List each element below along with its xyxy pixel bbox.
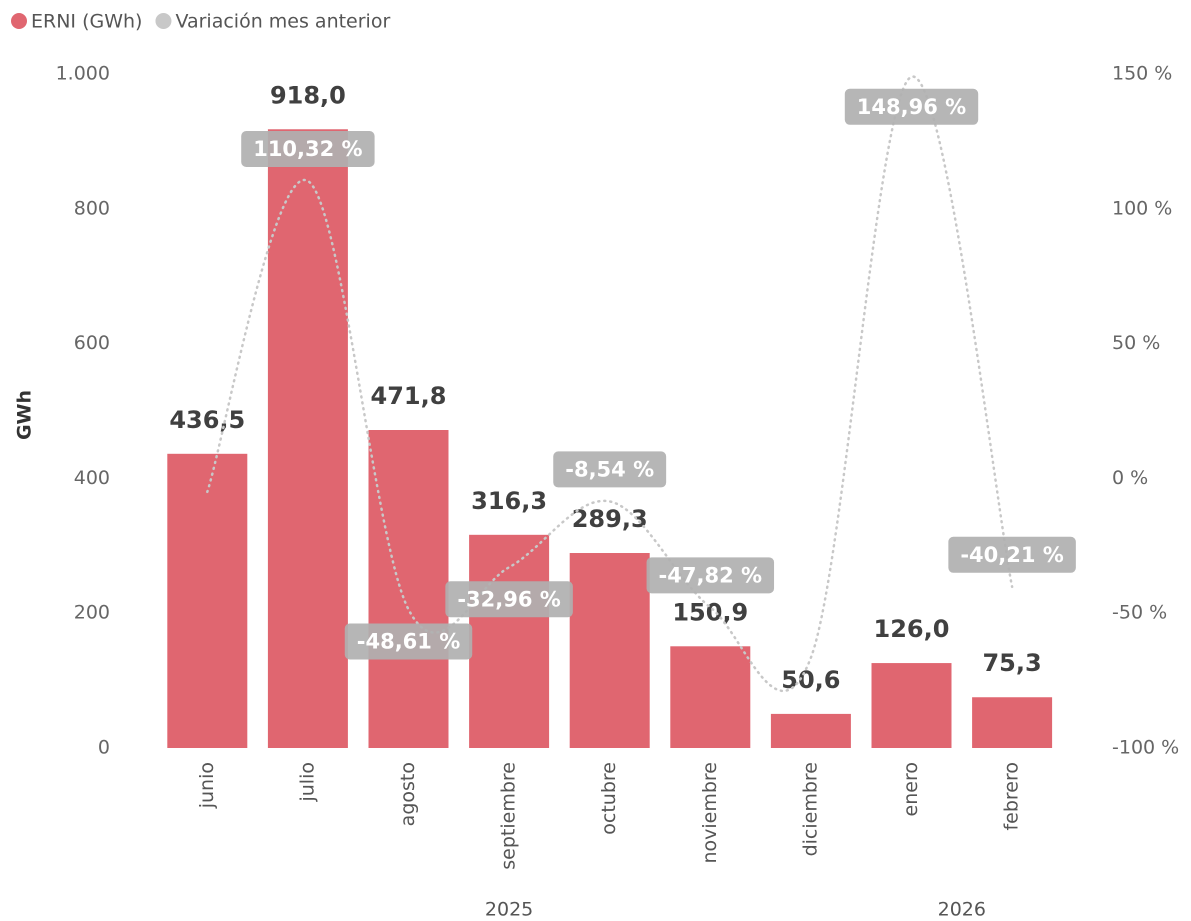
line-value-label: -32,96 %	[457, 587, 561, 611]
x-tick-label: diciembre	[799, 762, 821, 856]
line-value-label: -48,61 %	[357, 629, 461, 653]
y-tick-label: 800	[74, 197, 110, 219]
bar	[469, 534, 550, 748]
x-tick-label: julio	[296, 762, 318, 803]
y2-tick-label: 150 %	[1112, 63, 1172, 85]
y2-tick-label: 100 %	[1112, 197, 1172, 219]
y2-tick-label: 0 %	[1112, 467, 1148, 489]
line-label-box	[241, 130, 375, 167]
y-tick-label: 1.000	[56, 63, 110, 85]
line-value-label: -47,82 %	[659, 563, 763, 587]
legend-marker	[11, 13, 27, 29]
line-label-box	[553, 451, 667, 488]
bar	[670, 646, 751, 748]
line-value-label: 110,32 %	[253, 137, 362, 161]
bar-value-label: 50,6	[781, 666, 840, 694]
bar	[871, 663, 952, 748]
line-value-label: -40,21 %	[960, 543, 1064, 567]
legend-label: Variación mes anterior	[175, 11, 390, 33]
bar-value-label: 150,9	[672, 598, 748, 626]
x-tick-label: noviembre	[699, 762, 721, 864]
line-value-label: -8,54 %	[565, 457, 654, 481]
y-tick-label: 600	[74, 332, 110, 354]
bar-value-label: 126,0	[874, 615, 950, 643]
line-label-box	[344, 623, 473, 660]
bar	[972, 697, 1053, 748]
line-label-box	[844, 88, 979, 125]
x-tick-label: agosto	[397, 762, 419, 826]
x-tick-label: octubre	[598, 762, 620, 835]
legend-label: ERNI (GWh)	[31, 11, 142, 33]
bar	[167, 453, 248, 748]
bar	[770, 713, 851, 748]
legend-marker	[155, 13, 172, 29]
x-tick-label: septiembre	[498, 762, 520, 870]
x-group-label: 2026	[938, 899, 986, 921]
line-value-label: 148,96 %	[857, 95, 966, 119]
y2-tick-label: -50 %	[1112, 602, 1167, 624]
bar	[368, 430, 449, 748]
y-axis-title: GWh	[14, 390, 36, 440]
bar-value-label: 436,5	[169, 406, 245, 434]
bar	[267, 129, 348, 748]
x-tick-label: enero	[900, 762, 922, 816]
line-label-box	[948, 536, 1076, 573]
y2-tick-label: -100 %	[1112, 737, 1179, 759]
bar-value-label: 471,8	[371, 382, 447, 410]
bar	[569, 553, 650, 748]
y-tick-label: 200	[74, 602, 110, 624]
y-tick-label: 0	[98, 737, 110, 759]
bar-value-label: 75,3	[982, 649, 1041, 677]
line-label-box	[445, 581, 573, 618]
x-tick-label: febrero	[1001, 762, 1023, 831]
y2-tick-label: 50 %	[1112, 332, 1160, 354]
line-label-box	[646, 557, 775, 594]
bar-value-label: 316,3	[471, 487, 547, 515]
bar-value-label: 918,0	[270, 81, 346, 109]
x-tick-label: junio	[196, 762, 218, 809]
variation-line	[206, 75, 1014, 692]
x-group-label: 2025	[485, 899, 533, 921]
y-tick-label: 400	[74, 467, 110, 489]
